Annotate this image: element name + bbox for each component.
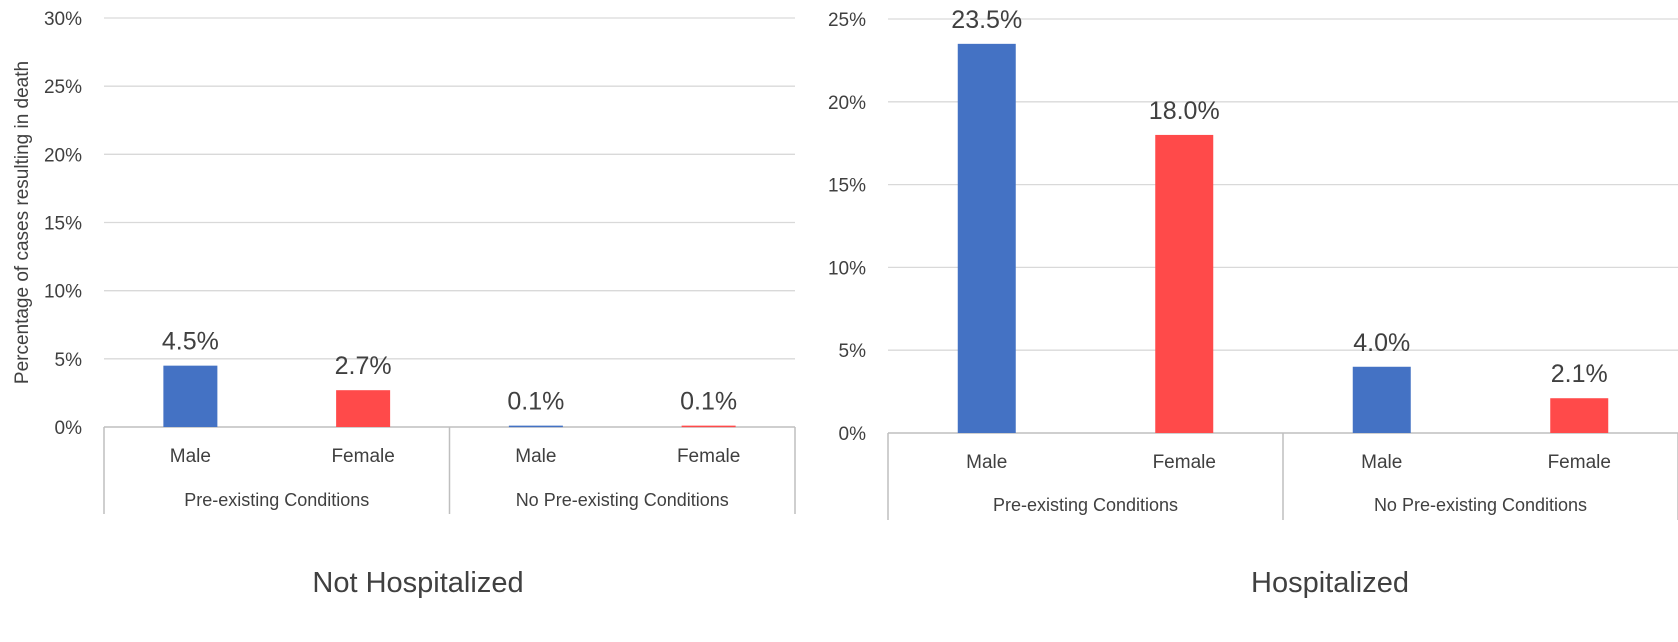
x-group-label: Pre-existing Conditions	[993, 495, 1178, 515]
y-tick-label: 25%	[44, 77, 82, 98]
y-tick-label: 20%	[828, 93, 866, 114]
bar-female	[1550, 398, 1609, 433]
bar-male	[508, 425, 563, 428]
y-tick-label: 30%	[44, 9, 82, 30]
data-label: 4.5%	[162, 328, 219, 356]
x-category-label: Male	[966, 452, 1007, 473]
bar-female	[1155, 134, 1214, 434]
chart-title: Hospitalized	[1251, 567, 1409, 599]
x-category-label: Male	[1361, 452, 1402, 473]
bar-female	[681, 425, 736, 428]
x-category-label: Female	[1548, 452, 1611, 473]
chart-not-hospitalized: 0% 5% 10% 15% 20% 25% 30% 4.5% Male 2.7% Female 0.1…	[12, 9, 796, 599]
data-label: 0.1%	[680, 388, 737, 416]
x-group-label: No Pre-existing Conditions	[516, 490, 729, 510]
y-tick-label: 5%	[55, 350, 83, 371]
y-tick-label: 0%	[839, 424, 867, 445]
x-category-label: Female	[677, 446, 740, 467]
y-tick-label: 5%	[839, 341, 867, 362]
y-tick-label: 25%	[828, 10, 866, 31]
x-group-label: Pre-existing Conditions	[184, 490, 369, 510]
data-label: 0.1%	[507, 388, 564, 416]
data-label: 2.1%	[1551, 360, 1608, 388]
data-label: 18.0%	[1149, 97, 1220, 125]
chart-hospitalized: 0% 5% 10% 15% 20% 25% 23.5% Male 18.0% Female 4.0%…	[828, 6, 1678, 599]
data-label: 23.5%	[951, 6, 1022, 34]
x-group-label: No Pre-existing Conditions	[1374, 495, 1587, 515]
x-category-label: Female	[1153, 452, 1216, 473]
bar-male	[957, 43, 1016, 434]
x-category-label: Male	[515, 446, 556, 467]
bar-male	[163, 365, 218, 427]
x-category-label: Female	[331, 446, 394, 467]
bar-female	[336, 390, 391, 427]
data-label: 4.0%	[1353, 329, 1410, 357]
y-tick-label: 15%	[828, 176, 866, 197]
chart-title: Not Hospitalized	[312, 567, 523, 599]
data-label: 2.7%	[335, 352, 392, 380]
x-category-label: Male	[170, 446, 211, 467]
y-tick-label: 15%	[44, 214, 82, 235]
y-tick-label: 0%	[55, 418, 83, 439]
y-axis-label: Percentage of cases resulting in death	[12, 61, 33, 384]
y-tick-label: 20%	[44, 145, 82, 166]
y-tick-label: 10%	[828, 258, 866, 279]
bar-male	[1352, 366, 1411, 433]
y-tick-label: 10%	[44, 282, 82, 303]
